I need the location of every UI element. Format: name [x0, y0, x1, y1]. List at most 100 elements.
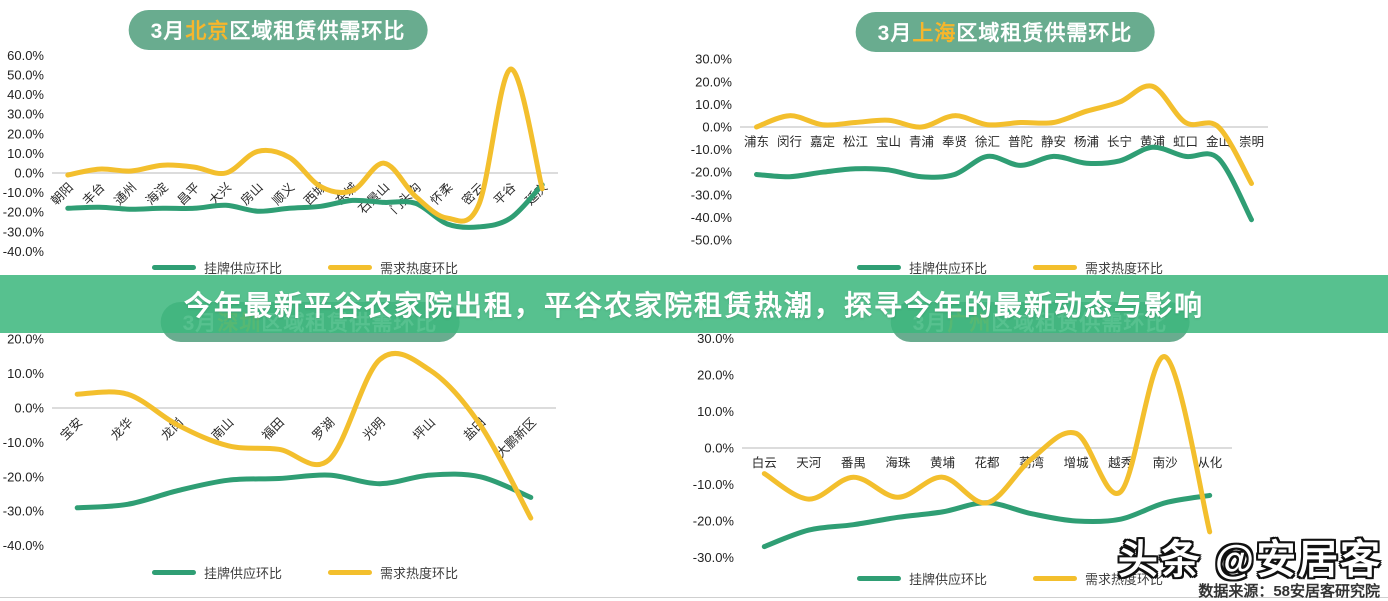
x-axis-category-label: 房山 — [237, 180, 265, 208]
x-axis-category-label: 从化 — [1197, 456, 1223, 470]
bottom-divider — [0, 597, 1388, 598]
y-axis-tick-label: 20.0% — [695, 74, 732, 89]
legend-item-demand: 需求热度环比 — [328, 563, 458, 582]
y-axis-tick-label: 0.0% — [702, 120, 732, 135]
y-axis-tick-label: 30.0% — [7, 107, 44, 122]
legend-shenzhen: 挂牌供应环比 需求热度环比 — [151, 563, 458, 582]
y-axis-tick-label: -20.0% — [693, 514, 735, 529]
x-axis-category-label: 顺义 — [270, 180, 298, 208]
demand-line — [65, 66, 545, 224]
x-axis-category-label: 杨浦 — [1074, 134, 1099, 149]
y-axis-tick-label: 10.0% — [7, 146, 44, 161]
x-axis-category-label: 黄埔 — [930, 456, 956, 470]
y-axis-tick-label: 20.0% — [7, 126, 44, 141]
title-suffix: 区域租赁供需环比 — [956, 22, 1133, 45]
legend-guangzhou: 挂牌供应环比 需求热度环比 — [856, 569, 1163, 588]
shanghai-chart: 30.0% 20.0% 10.0% 0.0% -10.0% -20.0% -30.0% -40… — [691, 52, 1268, 248]
y-axis-tick-label: -30.0% — [691, 187, 733, 202]
beijing-chart: 60.0% 50.0% 40.0% 30.0% 20.0% 10.0% 0.0% -10.0%… — [3, 48, 558, 259]
legend-demand-label: 需求热度环比 — [1085, 261, 1164, 276]
x-axis-category-label: 静安 — [1041, 134, 1066, 149]
y-axis-tick-label: -30.0% — [3, 224, 45, 239]
data-source: 数据来源：58安居客研究院 — [1198, 583, 1380, 600]
x-axis-category-label: 怀柔 — [428, 180, 456, 208]
chart-title-beijing: 3月北京区域租赁供需环比 — [128, 10, 428, 50]
title-city: 北京 — [185, 20, 230, 43]
y-axis-tick-label: -20.0% — [3, 469, 45, 484]
legend-beijing: 挂牌供应环比 需求热度环比 — [151, 258, 458, 277]
legend-demand-label: 需求热度环比 — [1085, 572, 1164, 587]
y-axis-tick-label: -10.0% — [3, 435, 45, 450]
y-axis-tick-label: -10.0% — [693, 477, 735, 492]
x-axis-category-label: 奉贤 — [942, 135, 967, 149]
y-axis-tick-label: 60.0% — [7, 48, 44, 63]
legend-supply-label: 挂牌供应环比 — [908, 261, 987, 276]
legend-supply-label: 挂牌供应环比 — [908, 572, 987, 587]
x-axis-category-label: 普陀 — [1008, 134, 1033, 149]
x-axis-category-label: 光明 — [360, 415, 388, 443]
x-axis-category-label: 宝山 — [876, 135, 901, 149]
y-axis-tick-label: -40.0% — [691, 210, 733, 225]
x-axis-category-label: 福田 — [259, 415, 287, 443]
demand-line — [761, 354, 1213, 535]
guangzhou-chart: 30.0% 20.0% 10.0% 0.0% -10.0% -20.0% -30.0% 白云 天… — [693, 331, 1232, 565]
x-axis-category-label: 花都 — [974, 455, 1000, 470]
x-axis-category-label: 长宁 — [1107, 134, 1132, 149]
y-axis-tick-label: 30.0% — [697, 331, 734, 346]
supply-line-swatch — [856, 265, 901, 270]
y-axis-tick-label: -30.0% — [693, 550, 735, 565]
x-axis-category-label: 徐汇 — [975, 134, 1000, 149]
x-axis-category-label: 闵行 — [777, 134, 802, 149]
chart-title-shanghai: 3月上海区域租赁供需环比 — [855, 12, 1155, 52]
y-axis-tick-label: 0.0% — [14, 401, 44, 416]
legend-shanghai: 挂牌供应环比 需求热度环比 — [856, 258, 1164, 277]
legend-item-supply: 挂牌供应环比 — [151, 258, 282, 277]
supply-line — [65, 182, 545, 230]
y-axis-tick-label: 10.0% — [695, 97, 732, 112]
x-axis-category-label: 平谷 — [491, 180, 519, 208]
y-axis-tick-label: 50.0% — [7, 68, 44, 83]
title-prefix: 3月 — [150, 20, 186, 43]
x-axis-category-label: 朝阳 — [48, 180, 76, 208]
demand-line-swatch — [1033, 265, 1077, 270]
x-axis-category-label: 罗湖 — [309, 415, 337, 443]
x-axis-category-label: 嘉定 — [810, 134, 835, 149]
x-axis-category-label: 海珠 — [885, 455, 911, 470]
y-axis-tick-label: 20.0% — [7, 332, 44, 347]
demand-line-swatch — [328, 570, 372, 575]
x-axis-category-label: 浦东 — [744, 135, 769, 149]
supply-line-swatch — [151, 265, 196, 270]
legend-item-supply: 挂牌供应环比 — [151, 563, 282, 582]
supply-line — [754, 144, 1254, 223]
demand-line-swatch — [328, 265, 372, 270]
x-axis-category-label: 白云 — [752, 455, 777, 470]
demand-line — [74, 350, 534, 521]
supply-line-swatch — [151, 570, 196, 575]
y-axis-tick-label: 20.0% — [697, 368, 734, 383]
legend-supply-label: 挂牌供应环比 — [203, 261, 282, 276]
y-axis-tick-label: -40.0% — [3, 244, 45, 259]
title-city: 上海 — [912, 22, 957, 45]
x-axis-category-label: 崇明 — [1239, 135, 1264, 149]
y-axis-tick-label: -30.0% — [3, 504, 45, 519]
x-axis-category-label: 通州 — [112, 180, 140, 208]
legend-item-demand: 需求热度环比 — [328, 258, 458, 277]
x-axis-category-label: 越秀 — [1108, 456, 1134, 470]
legend-item-supply: 挂牌供应环比 — [856, 569, 987, 588]
legend-demand-label: 需求热度环比 — [380, 566, 459, 581]
x-axis-category-label: 青浦 — [909, 135, 934, 149]
y-axis-tick-label: 30.0% — [695, 52, 732, 67]
x-axis-category-label: 南沙 — [1153, 455, 1179, 470]
y-axis-tick-label: 0.0% — [14, 166, 44, 181]
x-axis-category-label: 虹口 — [1173, 135, 1198, 149]
x-axis-category-label: 昌平 — [175, 180, 203, 208]
y-axis-tick-label: -40.0% — [3, 538, 45, 553]
y-axis-tick-label: -50.0% — [691, 233, 733, 248]
y-axis-tick-label: -20.0% — [3, 205, 45, 220]
title-prefix: 3月 — [877, 22, 913, 45]
legend-item-demand: 需求热度环比 — [1033, 569, 1163, 588]
x-axis-category-label: 宝安 — [57, 415, 85, 443]
x-axis-category-label: 松江 — [843, 135, 868, 149]
y-axis-tick-label: -10.0% — [691, 142, 733, 157]
